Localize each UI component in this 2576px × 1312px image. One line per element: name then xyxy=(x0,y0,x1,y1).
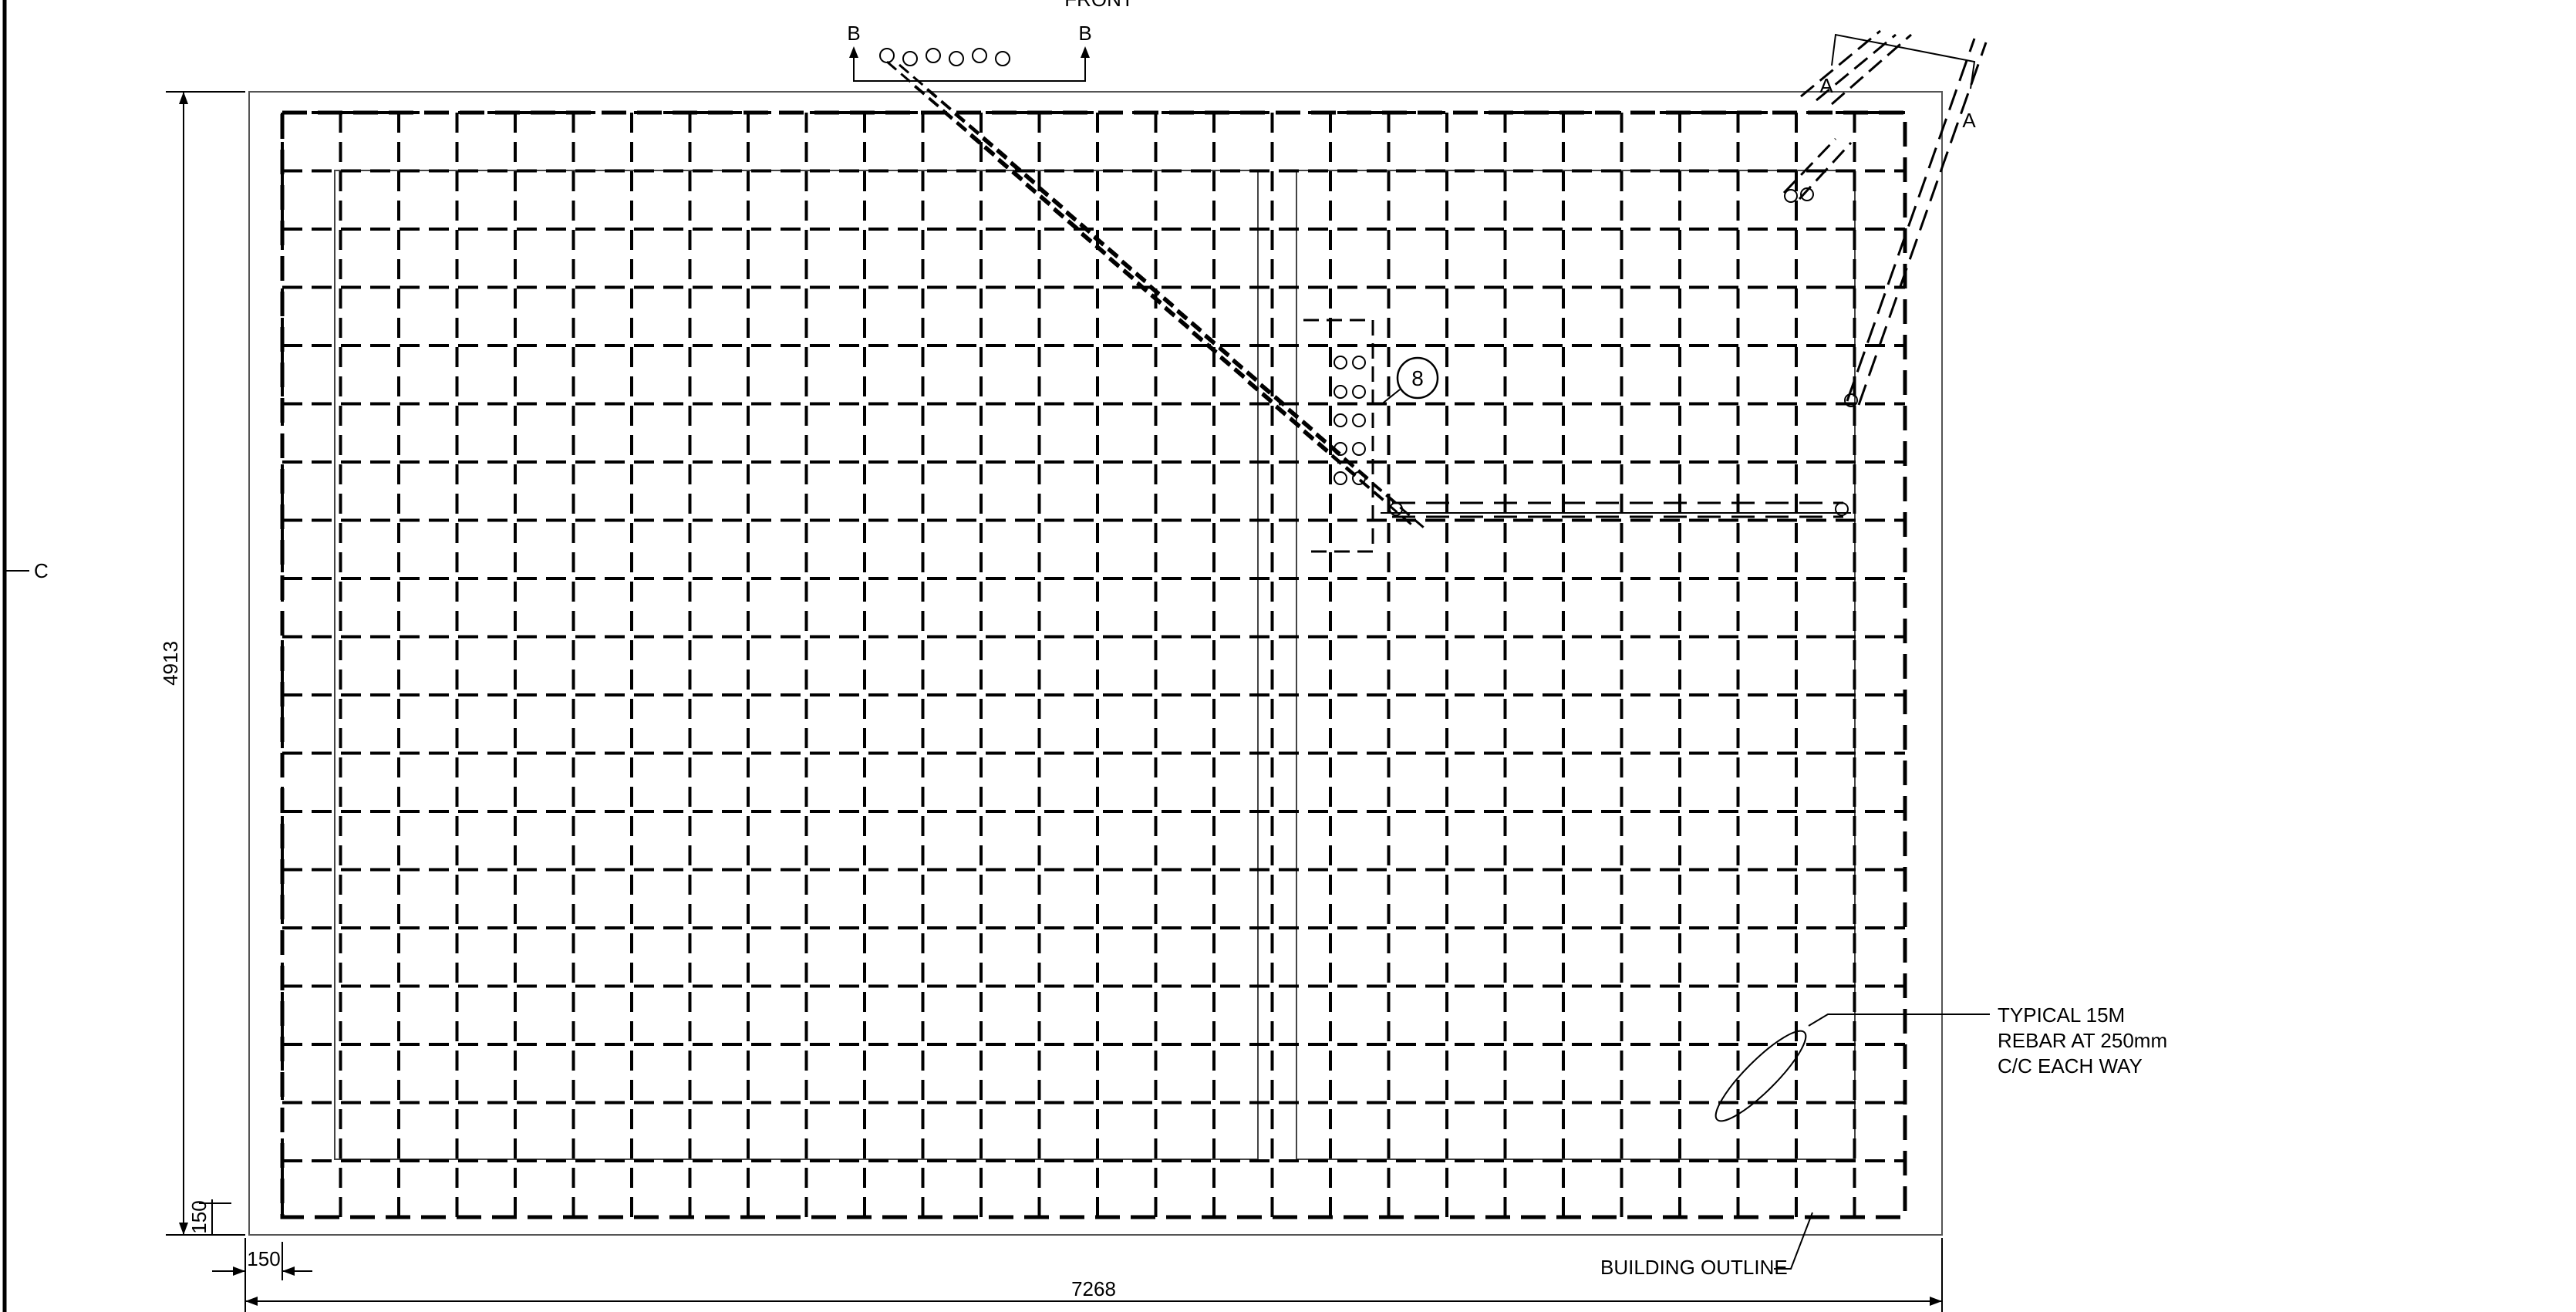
stair-rebar-bar xyxy=(1303,430,1412,526)
room-right-outline xyxy=(1296,170,1856,1160)
section-b-left-label: B xyxy=(847,22,860,45)
rebar-note-line-3: C/C EACH WAY xyxy=(1998,1054,2143,1078)
dim-height-text: 4913 xyxy=(159,641,182,686)
slab-outline xyxy=(248,91,1943,1236)
section-a-right-label: A xyxy=(1962,109,1976,132)
dim-offset-x-text: 150 xyxy=(247,1247,280,1270)
building-outline-label: BUILDING OUTLINE xyxy=(1600,1256,1788,1279)
stair-dowel xyxy=(949,51,964,66)
detail-tag-text: 8 xyxy=(1411,366,1424,390)
dim-offset-x: 150 xyxy=(212,1242,312,1280)
stair-dowel xyxy=(902,51,918,66)
section-a-left-label: A xyxy=(1819,74,1833,97)
room-left-outline xyxy=(334,170,1259,1160)
dim-offset-y-text: 150 xyxy=(187,1200,211,1233)
dim-offset-y: 150 xyxy=(187,1199,231,1234)
dim-width: 7268 xyxy=(244,1238,1943,1312)
section-b-right-label: B xyxy=(1078,22,1091,45)
corner-rebar xyxy=(1782,29,1988,407)
rebar-note-line-2: REBAR AT 250mm xyxy=(1998,1029,2167,1052)
section-c-label: C xyxy=(34,559,49,582)
front-label: FRONT xyxy=(1064,0,1134,11)
stair-dowel xyxy=(972,48,987,63)
building-outline-rect xyxy=(280,110,1907,1219)
rebar-note-line-1: TYPICAL 15M xyxy=(1998,1003,2125,1027)
stair-dowel xyxy=(879,48,895,63)
dim-height: 4913 xyxy=(159,91,245,1236)
stair-detail xyxy=(1303,319,1851,553)
rebar-grid xyxy=(281,111,1905,1217)
detail-tag: 8 xyxy=(1380,356,1439,406)
section-b-marker: FRONT B B xyxy=(847,0,1134,82)
stair-dowel xyxy=(926,48,941,63)
dim-width-text: 7268 xyxy=(1071,1277,1116,1300)
section-c-marker: C xyxy=(5,559,49,582)
stair-dowel xyxy=(995,51,1010,66)
rebar-callout: TYPICAL 15M REBAR AT 250mm C/C EACH WAY xyxy=(1715,1003,2167,1122)
building-outline-callout: BUILDING OUTLINE xyxy=(1600,1212,1813,1279)
section-a-marker: A A xyxy=(1819,33,1976,132)
